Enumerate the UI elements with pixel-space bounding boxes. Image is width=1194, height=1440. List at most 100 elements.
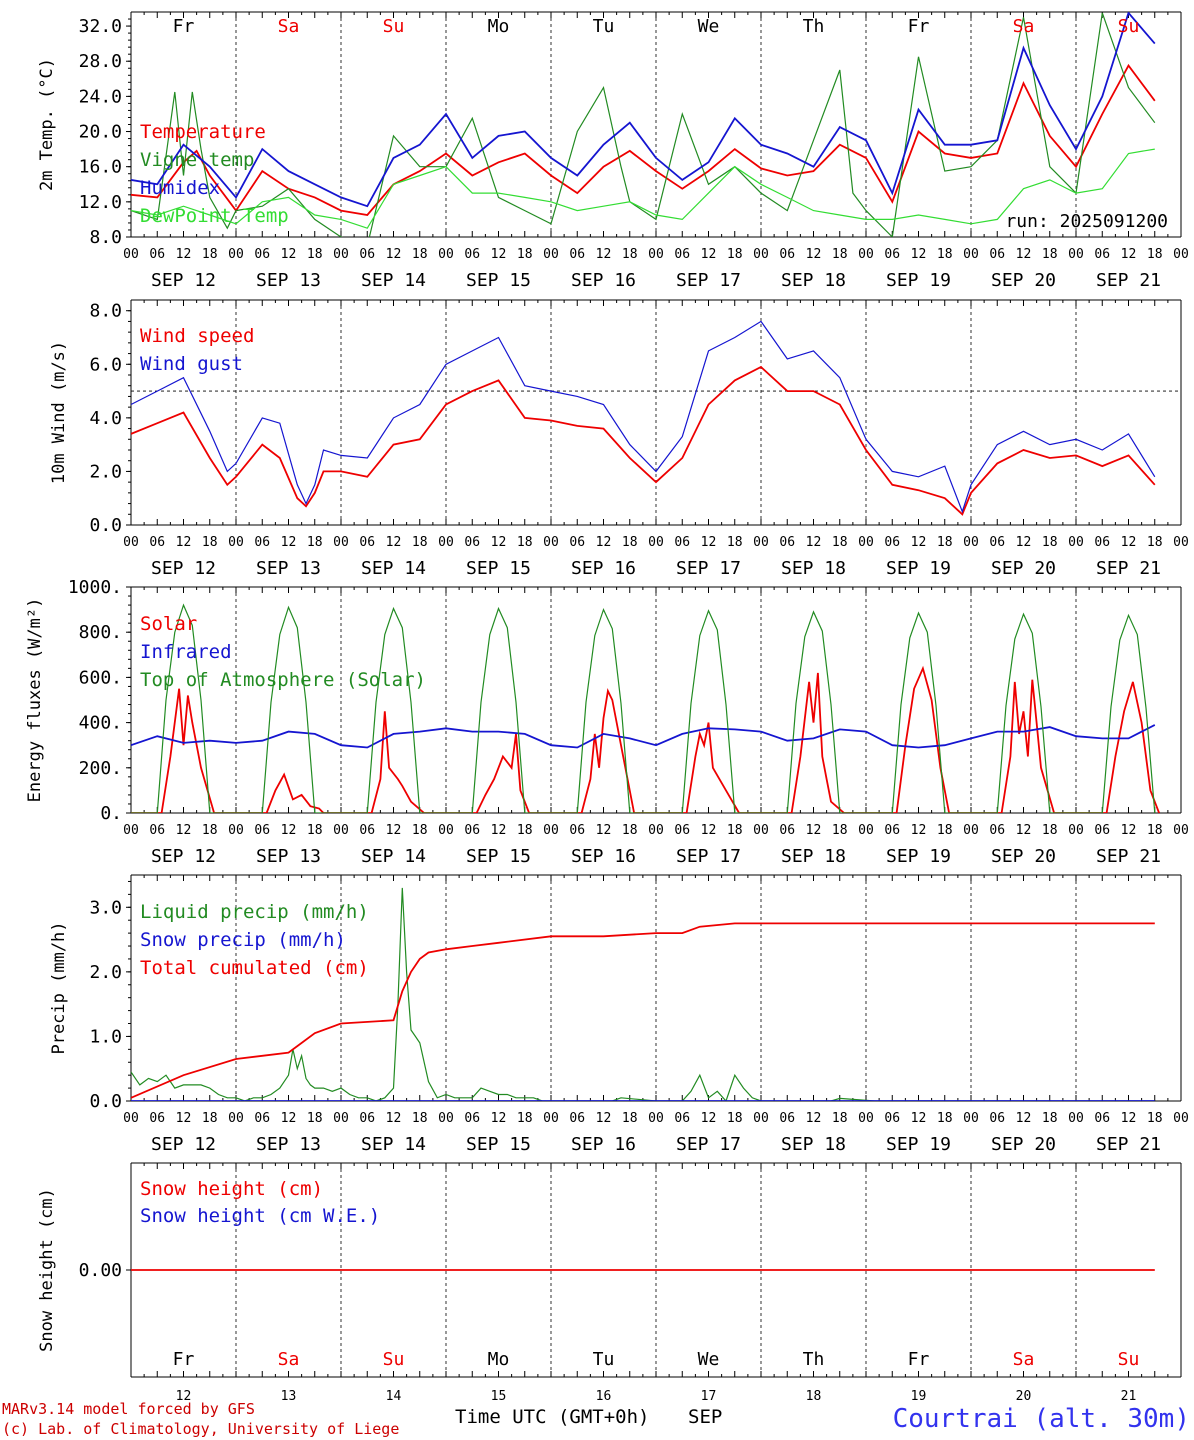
hour-tick-label: 12	[1016, 823, 1032, 838]
y-axis-label: Precip (mm/h)	[49, 921, 69, 1054]
hour-tick-label: 06	[989, 535, 1005, 550]
date-label: SEP 15	[466, 1134, 531, 1155]
hour-tick-label: 12	[1121, 247, 1137, 262]
hour-tick-label: 06	[884, 535, 900, 550]
hour-tick-label: 06	[254, 823, 270, 838]
hour-tick-label: 18	[727, 247, 743, 262]
hour-tick-label: 12	[386, 1111, 402, 1126]
day-name-bottom: We	[698, 1349, 720, 1370]
hour-tick-label: 12	[386, 247, 402, 262]
legend-entry: Solar	[140, 613, 197, 635]
hour-tick-label: 06	[149, 1111, 165, 1126]
hour-tick-label: 06	[1094, 247, 1110, 262]
hour-tick-label: 00	[438, 535, 454, 550]
hour-tick-label: 06	[254, 1111, 270, 1126]
date-label: SEP 18	[781, 846, 846, 867]
legend-entry: Vigne temp	[140, 149, 254, 171]
series-line-4	[131, 148, 1155, 229]
hour-tick-label: 18	[622, 535, 638, 550]
hour-tick-label: 00	[1173, 247, 1189, 262]
day-number: 19	[911, 1389, 927, 1404]
date-label: SEP 19	[886, 558, 951, 579]
y-tick-label: 8.0	[89, 301, 122, 322]
hour-tick-label: 18	[412, 247, 428, 262]
day-name-bottom: Fr	[908, 1349, 930, 1370]
hour-tick-label: 00	[648, 535, 664, 550]
hour-tick-label: 00	[123, 823, 139, 838]
day-name: Fr	[908, 16, 930, 37]
day-name-bottom: Tu	[593, 1349, 615, 1370]
hour-tick-label: 18	[1042, 823, 1058, 838]
series-line-3	[131, 922, 1155, 1099]
series-line-2	[131, 12, 1156, 237]
date-label: SEP 21	[1096, 270, 1161, 291]
day-number: 17	[701, 1389, 717, 1404]
hour-tick-label: 00	[228, 823, 244, 838]
hour-tick-label: 12	[281, 823, 297, 838]
series-line-3	[131, 12, 1156, 208]
hour-tick-label: 12	[596, 535, 612, 550]
y-tick-label: 200.	[79, 758, 122, 779]
day-name: Sa	[278, 16, 300, 37]
hour-tick-label: 06	[674, 1111, 690, 1126]
hour-tick-label: 00	[543, 535, 559, 550]
hour-tick-label: 12	[911, 1111, 927, 1126]
hour-tick-label: 06	[779, 535, 795, 550]
panel-3: 0. 200. 400. 600. 800. 1000. Energy fluxes (W/…	[25, 577, 1189, 867]
hour-tick-label: 18	[937, 823, 953, 838]
hour-tick-label: 12	[1121, 823, 1137, 838]
hour-tick-label: 18	[517, 823, 533, 838]
hour-tick-label: 00	[123, 535, 139, 550]
hour-tick-label: 06	[359, 535, 375, 550]
panel-1: 8.0 12.0 16.0 20.0 24.0 28.0 32.0 2m Temp. (°C)…	[37, 11, 1189, 291]
hour-tick-label: 00	[963, 247, 979, 262]
hour-tick-label: 12	[386, 535, 402, 550]
hour-tick-label: 06	[779, 823, 795, 838]
date-label: SEP 20	[991, 558, 1056, 579]
hour-tick-label: 12	[176, 1111, 192, 1126]
hour-tick-label: 06	[1094, 535, 1110, 550]
y-tick-label: 3.0	[89, 897, 122, 918]
hour-tick-label: 18	[622, 1111, 638, 1126]
hour-tick-label: 12	[1016, 1111, 1032, 1126]
hour-tick-label: 18	[307, 1111, 323, 1126]
hour-tick-label: 18	[412, 823, 428, 838]
hour-tick-label: 00	[858, 1111, 874, 1126]
hour-tick-label: 00	[1068, 247, 1084, 262]
day-name: We	[698, 16, 720, 37]
hour-tick-label: 18	[1042, 247, 1058, 262]
hour-tick-label: 06	[1094, 823, 1110, 838]
hour-tick-label: 06	[884, 823, 900, 838]
hour-tick-label: 00	[963, 1111, 979, 1126]
y-tick-label: 1.0	[89, 1026, 122, 1047]
hour-tick-label: 00	[858, 247, 874, 262]
hour-tick-label: 06	[254, 535, 270, 550]
date-label: SEP 14	[361, 1134, 426, 1155]
hour-tick-label: 00	[438, 247, 454, 262]
hour-tick-label: 18	[937, 247, 953, 262]
y-tick-label: 16.0	[79, 157, 122, 178]
hour-tick-label: 12	[1121, 535, 1137, 550]
legend-entry: Wind speed	[140, 325, 254, 347]
y-tick-label: 600.	[79, 667, 122, 688]
legend-entry: DewPoint Temp	[140, 205, 289, 227]
y-tick-label: 20.0	[79, 122, 122, 143]
hour-tick-label: 06	[569, 823, 585, 838]
legend-entry: Snow precip (mm/h)	[140, 929, 346, 951]
hour-tick-label: 06	[464, 535, 480, 550]
hour-tick-label: 06	[674, 247, 690, 262]
y-tick-label: 12.0	[79, 192, 122, 213]
y-tick-label: 0.00	[79, 1260, 122, 1281]
hour-tick-label: 18	[1147, 823, 1163, 838]
hour-tick-label: 00	[858, 535, 874, 550]
hour-tick-label: 00	[753, 823, 769, 838]
hour-tick-label: 18	[412, 535, 428, 550]
y-tick-label: 800.	[79, 622, 122, 643]
hour-tick-label: 00	[228, 535, 244, 550]
hour-tick-label: 06	[779, 247, 795, 262]
hour-tick-label: 12	[1016, 535, 1032, 550]
hour-tick-label: 18	[202, 823, 218, 838]
hour-tick-label: 00	[333, 535, 349, 550]
hour-tick-label: 18	[307, 535, 323, 550]
hour-tick-label: 12	[176, 535, 192, 550]
